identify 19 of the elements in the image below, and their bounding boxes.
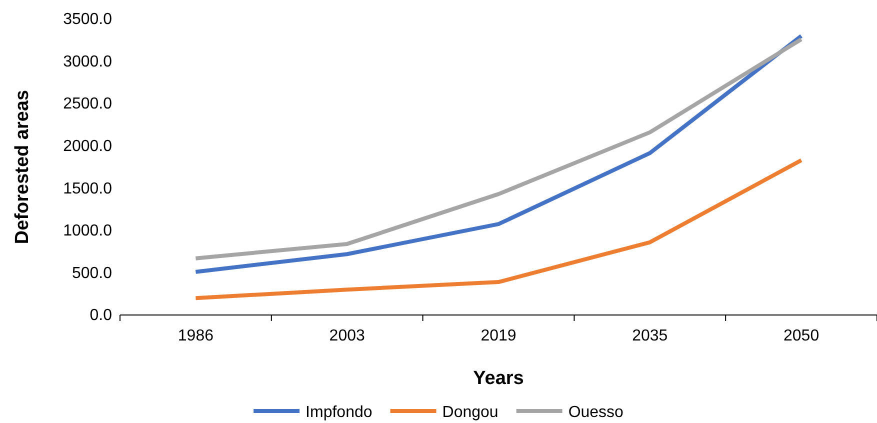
legend-label: Impfondo xyxy=(306,404,372,421)
line-series xyxy=(194,158,804,300)
x-tick-label: 2003 xyxy=(329,327,365,344)
y-tick-label: 3500.0 xyxy=(63,11,112,28)
x-tick-label: 2019 xyxy=(480,327,516,344)
y-tick-label: 500.0 xyxy=(72,264,112,282)
y-tick-label: 0.0 xyxy=(90,307,112,324)
y-tick-label: 3000.0 xyxy=(63,53,112,70)
x-tick-label: 1986 xyxy=(178,327,214,344)
y-tick-label: 1500.0 xyxy=(63,180,112,198)
y-tick-label: 1000.0 xyxy=(63,222,112,240)
y-tick-label: 2000.0 xyxy=(63,138,112,155)
legend-label: Ouesso xyxy=(568,404,624,421)
y-axis-title: Deforested areas xyxy=(12,90,33,244)
x-axis-title: Years xyxy=(473,368,524,389)
legend-label: Dongou xyxy=(442,404,498,421)
x-tick-label: 2050 xyxy=(784,327,820,344)
y-tick-label: 2500.0 xyxy=(63,96,112,113)
x-tick-label: 2035 xyxy=(632,327,668,344)
